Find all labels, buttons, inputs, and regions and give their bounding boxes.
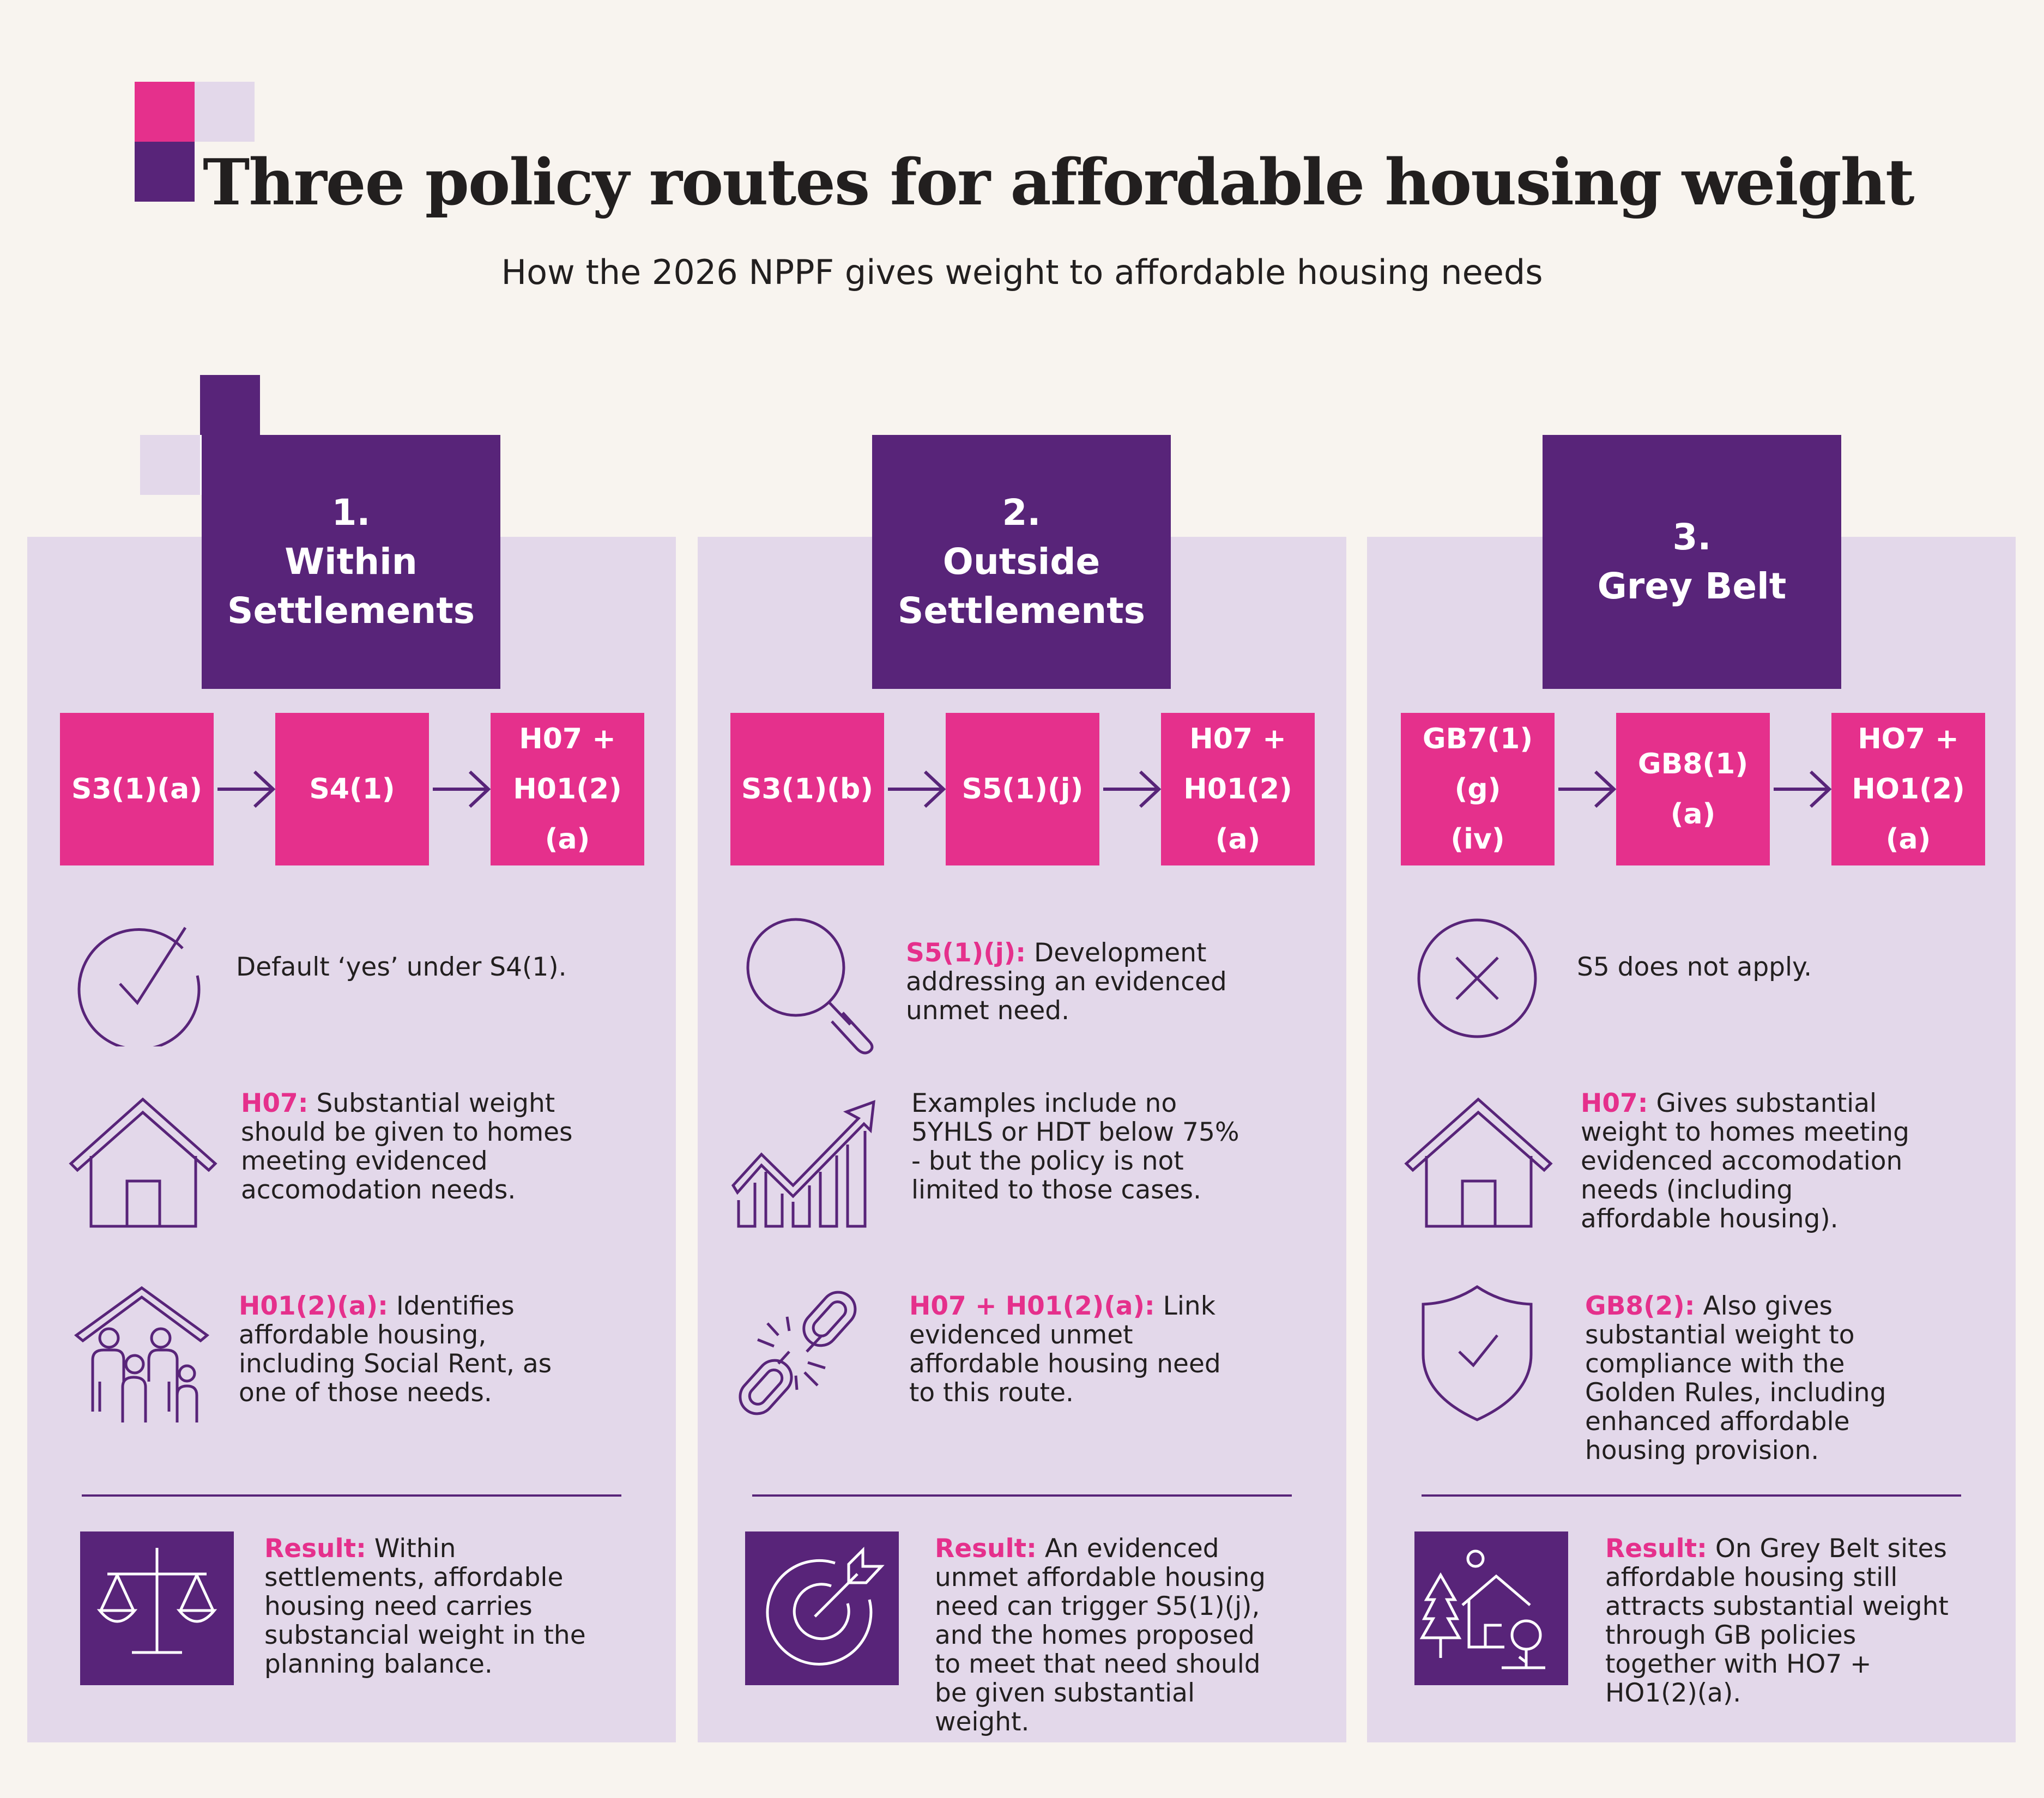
item-text: Identifies affordable housing, including…	[239, 1291, 552, 1408]
item-text: Gives substantial weight to homes meetin…	[1581, 1088, 1909, 1234]
house-icon	[69, 1097, 217, 1228]
item-text: Development addressing an evidenced unme…	[906, 938, 1227, 1026]
route-name-line: Within	[285, 541, 418, 583]
policy-label: S5(1)(j):	[906, 938, 1026, 968]
result-text: An evidenced unmet affordable housing ne…	[935, 1534, 1266, 1737]
result-label: Result:	[264, 1534, 366, 1564]
route-number: 1.	[331, 492, 371, 534]
route-2-item-1-text: S5(1)(j): Development addressing an evid…	[906, 939, 1249, 1025]
policy-label: H07:	[1581, 1088, 1648, 1118]
result-text: On Grey Belt sites affordable housing st…	[1605, 1534, 1949, 1708]
policy-code-line: GB8(1)(a)	[1637, 748, 1749, 831]
policy-code-line: H01(2)(a)	[1183, 773, 1292, 856]
rising-chart-icon	[731, 1100, 875, 1228]
arrow-right-icon	[888, 770, 946, 808]
checkmark-circle-icon	[77, 927, 201, 1046]
result-icon-box	[80, 1531, 234, 1685]
route-1-item-3-text: H01(2)(a): Identifies affordable housing…	[239, 1292, 588, 1407]
policy-code-box: GB7(1)(g) (iv)	[1401, 713, 1555, 865]
policy-code-line: H07 +	[1189, 723, 1286, 755]
policy-code-line: GB7(1)(g)	[1422, 723, 1533, 806]
route-3-result-text: Result: On Grey Belt sites affordable ho…	[1605, 1534, 1954, 1708]
route-2-header: 2. Outside Settlements	[872, 435, 1171, 689]
cross-circle-icon	[1417, 918, 1537, 1038]
route-name-line: Settlements	[897, 590, 1146, 632]
item-text: S5 does not apply.	[1577, 952, 1812, 982]
policy-code-line: (iv)	[1450, 823, 1505, 856]
house-icon	[1404, 1097, 1553, 1228]
arrow-right-icon	[1558, 770, 1617, 808]
green-belt-home-icon	[1419, 1549, 1545, 1669]
divider	[752, 1494, 1292, 1497]
route-number: 3.	[1672, 516, 1712, 558]
result-text: Within settlements, affordable housing n…	[264, 1534, 586, 1679]
result-icon-box	[745, 1531, 899, 1685]
item-text: Also gives substantial weight to complia…	[1585, 1291, 1886, 1466]
result-icon-box	[1414, 1531, 1568, 1685]
policy-code-box: H07 + H01(2)(a)	[491, 713, 644, 865]
page-title: Three policy routes for affordable housi…	[203, 146, 1915, 220]
route-2-item-3-text: H07 + H01(2)(a): Link evidenced unmet af…	[909, 1292, 1253, 1407]
divider	[82, 1494, 621, 1497]
policy-code-box: S3(1)(b)	[730, 713, 884, 865]
route-1-item-2-text: H07: Substantial weight should be given …	[241, 1089, 590, 1204]
policy-label: H01(2)(a):	[239, 1291, 388, 1321]
arrow-right-icon	[1103, 770, 1162, 808]
decor-square-purple	[135, 142, 195, 202]
route-name-line: Outside	[942, 541, 1100, 583]
arrow-right-icon	[433, 770, 491, 808]
decor-square-lilac	[195, 82, 255, 142]
page-subtitle: How the 2026 NPPF gives weight to afford…	[501, 252, 1543, 292]
arrow-right-icon	[217, 770, 276, 808]
item-text: Link evidenced unmet affordable housing …	[909, 1291, 1221, 1408]
policy-code-line: S5(1)(j)	[961, 773, 1084, 806]
policy-code-box: HO7 + HO1(2)(a)	[1831, 713, 1985, 865]
policy-code-box: S3(1)(a)	[60, 713, 214, 865]
policy-label: GB8(2):	[1585, 1291, 1695, 1321]
policy-code-box: H07 + H01(2)(a)	[1161, 713, 1315, 865]
result-label: Result:	[935, 1534, 1037, 1564]
route-3-header: 3. Grey Belt	[1543, 435, 1841, 689]
route-2-item-2-text: Examples include no 5YHLS or HDT below 7…	[911, 1089, 1255, 1204]
item-text: Examples include no 5YHLS or HDT below 7…	[911, 1088, 1239, 1205]
decor-square-lilac	[140, 435, 200, 495]
route-name-line: Grey Belt	[1597, 565, 1787, 607]
item-text: Substantial weight should be given to ho…	[241, 1088, 573, 1205]
policy-code-line: S3(1)(a)	[71, 773, 202, 806]
policy-code-line: HO1(2)(a)	[1852, 773, 1965, 856]
route-1-item-1-text: Default ‘yes’ under S4(1).	[236, 953, 585, 982]
target-arrow-icon	[766, 1546, 885, 1666]
decor-square-purple	[200, 375, 260, 435]
route-3-item-3-text: GB8(2): Also gives substantial weight to…	[1585, 1292, 1934, 1465]
item-text: Default ‘yes’ under S4(1).	[236, 952, 567, 982]
policy-label: H07:	[241, 1088, 309, 1118]
scales-icon	[96, 1548, 217, 1654]
policy-code-line: H01(2)(a)	[513, 773, 622, 856]
policy-code-box: S5(1)(j)	[946, 713, 1099, 865]
route-1-header: 1. Within Settlements	[202, 435, 500, 689]
policy-code-line: H07 +	[519, 723, 616, 755]
route-2-result-text: Result: An evidenced unmet affordable ho…	[935, 1534, 1284, 1736]
divider	[1422, 1494, 1961, 1497]
family-house-icon	[74, 1286, 210, 1422]
policy-code-line: S4(1)	[309, 773, 395, 806]
policy-code-line: S3(1)(b)	[741, 773, 874, 806]
policy-code-box: S4(1)	[275, 713, 429, 865]
route-1-result-text: Result: Within settlements, affordable h…	[264, 1534, 613, 1679]
route-number: 2.	[1002, 492, 1041, 534]
result-label: Result:	[1605, 1534, 1707, 1564]
shield-check-icon	[1422, 1285, 1533, 1421]
route-3-item-2-text: H07: Gives substantial weight to homes m…	[1581, 1089, 1930, 1233]
magnifier-icon	[746, 918, 874, 1055]
policy-code-box: GB8(1)(a)	[1616, 713, 1770, 865]
route-name-line: Settlements	[227, 590, 475, 632]
decor-square-pink	[135, 82, 195, 142]
policy-label: H07 + H01(2)(a):	[909, 1291, 1155, 1321]
policy-code-line: HO7 +	[1858, 723, 1959, 755]
broken-chain-icon	[739, 1291, 857, 1415]
arrow-right-icon	[1774, 770, 1832, 808]
route-3-item-1-text: S5 does not apply.	[1577, 953, 1926, 982]
